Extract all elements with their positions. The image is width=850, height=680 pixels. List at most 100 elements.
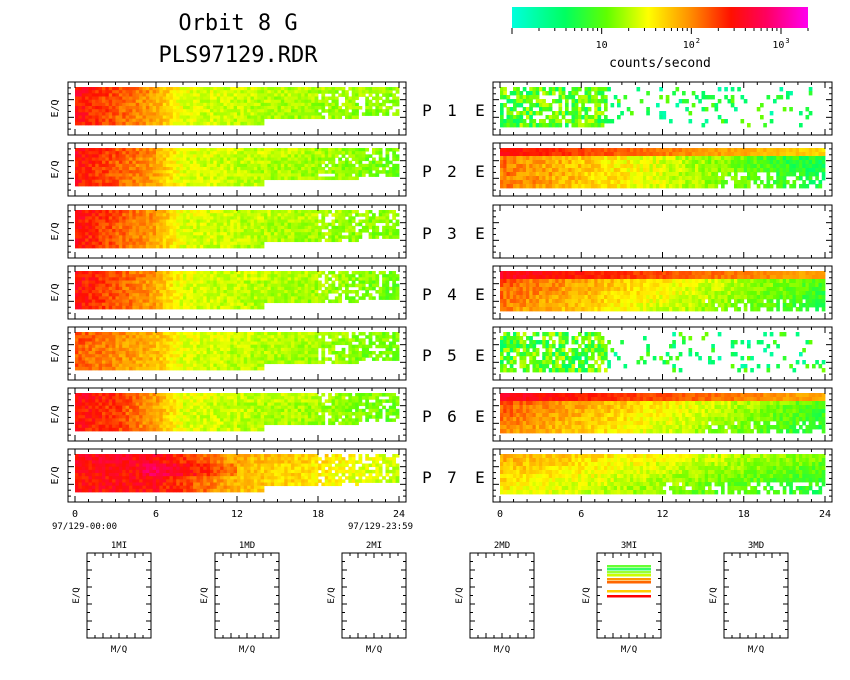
- heatmap-cell: [623, 168, 628, 173]
- heatmap-cell: [307, 93, 312, 97]
- heatmap-cell: [307, 210, 312, 214]
- heatmap-cell: [766, 164, 771, 169]
- heatmap-cell: [786, 156, 790, 161]
- heatmap-cell: [142, 216, 147, 220]
- heatmap-cell: [395, 235, 400, 239]
- heatmap-cell: [98, 99, 103, 104]
- heatmap-cell: [571, 180, 576, 185]
- heatmap-cell: [382, 157, 386, 162]
- heatmap-cell: [519, 152, 524, 157]
- heatmap-cell: [365, 216, 370, 220]
- heatmap-cell: [659, 115, 663, 120]
- heatmap-cell: [372, 148, 376, 152]
- heatmap-cell: [280, 210, 285, 214]
- heatmap-cell: [701, 156, 706, 161]
- heatmap-cell: [81, 235, 86, 239]
- heatmap-cell: [607, 164, 611, 169]
- heatmap-cell: [522, 123, 527, 128]
- heatmap-cell: [617, 160, 621, 165]
- heatmap-cell: [324, 96, 329, 101]
- heatmap-cell: [223, 235, 228, 239]
- heatmap-cell: [243, 229, 248, 233]
- heatmap-cell: [571, 156, 576, 161]
- heatmap-cell: [701, 123, 706, 128]
- heatmap-cell: [818, 156, 823, 161]
- heatmap-cell: [318, 102, 322, 107]
- heatmap-cell: [301, 222, 305, 227]
- heatmap-cell: [297, 232, 302, 236]
- heatmap-cell: [552, 184, 556, 189]
- heatmap-cell: [196, 87, 201, 91]
- heatmap-cell: [568, 172, 572, 177]
- heatmap-cell: [574, 111, 579, 116]
- heatmap-cell: [91, 121, 96, 126]
- heatmap-cell: [88, 229, 93, 233]
- heatmap-cell: [223, 121, 228, 126]
- heatmap-cell: [698, 180, 702, 185]
- heatmap-cell: [270, 210, 275, 214]
- heatmap-cell: [756, 148, 761, 153]
- heatmap-cell: [756, 160, 761, 165]
- heatmap-cell: [95, 167, 100, 171]
- heatmap-cell: [176, 229, 181, 233]
- heatmap-cell: [318, 235, 322, 239]
- heatmap-cell: [270, 225, 275, 230]
- heatmap-cell: [552, 115, 556, 120]
- heatmap-cell: [98, 235, 103, 239]
- heatmap-cell: [734, 148, 738, 153]
- heatmap-cell: [156, 163, 160, 168]
- heatmap-cell: [250, 106, 255, 110]
- heatmap-cell: [78, 112, 83, 116]
- heatmap-cell: [301, 170, 305, 174]
- heatmap-cell: [88, 160, 93, 165]
- heatmap-cell: [139, 238, 143, 243]
- heatmap-cell: [297, 216, 302, 220]
- heatmap-cell: [240, 176, 245, 181]
- heatmap-cell: [186, 244, 191, 249]
- heatmap-cell: [172, 170, 177, 174]
- heatmap-cell: [129, 118, 133, 123]
- heatmap-cell: [338, 232, 343, 236]
- heatmap-cell: [108, 160, 113, 165]
- heatmap-cell: [85, 216, 89, 220]
- heatmap-cell: [782, 180, 787, 185]
- heatmap-cell: [574, 103, 579, 108]
- heatmap-cell: [118, 106, 123, 110]
- heatmap-cell: [372, 157, 376, 162]
- heatmap-cell: [179, 210, 184, 214]
- heatmap-cell: [395, 148, 400, 152]
- heatmap-cell: [216, 173, 221, 177]
- heatmap-cell: [139, 118, 143, 123]
- heatmap-cell: [98, 170, 103, 174]
- heatmap-cell: [355, 213, 359, 217]
- heatmap-cell: [274, 93, 278, 97]
- heatmap-cell: [685, 184, 689, 189]
- heatmap-cell: [708, 184, 712, 189]
- heatmap-cell: [568, 111, 572, 116]
- heatmap-cell: [542, 103, 546, 108]
- heatmap-cell: [162, 121, 167, 126]
- heatmap-cell: [129, 115, 133, 120]
- heatmap-cell: [95, 170, 100, 174]
- heatmap-cell: [519, 123, 524, 128]
- heatmap-cell: [314, 210, 319, 214]
- heatmap-cell: [591, 168, 595, 173]
- heatmap-cell: [291, 219, 295, 224]
- heatmap-cell: [250, 93, 255, 97]
- heatmap-cell: [129, 167, 133, 171]
- heatmap-cell: [135, 173, 140, 177]
- heatmap-cell: [581, 95, 585, 100]
- heatmap-cell: [701, 176, 706, 181]
- heatmap-cell: [552, 111, 556, 116]
- heatmap-cell: [247, 118, 251, 123]
- heatmap-cell: [152, 102, 157, 107]
- heatmap-cell: [318, 219, 322, 224]
- heatmap-cell: [156, 235, 160, 239]
- heatmap-cell: [210, 173, 214, 177]
- heatmap-cell: [169, 148, 174, 152]
- heatmap-cell: [284, 109, 289, 113]
- heatmap-cell: [122, 299, 127, 304]
- heatmap-cell: [378, 106, 383, 110]
- heatmap-cell: [526, 160, 530, 165]
- heatmap-cell: [646, 160, 650, 165]
